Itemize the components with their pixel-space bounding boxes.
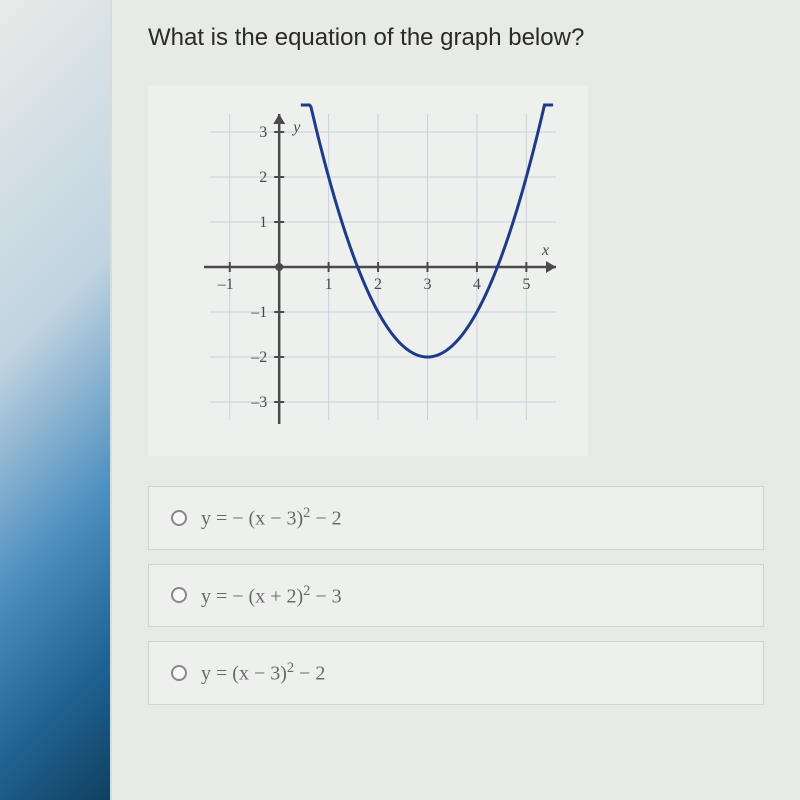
svg-text:–3: –3 (250, 394, 267, 411)
svg-text:1: 1 (259, 214, 267, 231)
option-a-label: y = − (x − 3)2 − 2 (201, 505, 342, 531)
question-text: What is the equation of the graph below? (148, 24, 764, 52)
svg-text:y: y (291, 119, 301, 136)
svg-text:–1: –1 (250, 304, 267, 321)
decorative-sidebar (0, 0, 110, 800)
svg-text:–2: –2 (250, 349, 267, 366)
option-b[interactable]: y = − (x + 2)2 − 3 (148, 564, 764, 628)
svg-text:3: 3 (423, 276, 431, 293)
svg-text:x: x (541, 242, 549, 259)
svg-text:1: 1 (325, 276, 333, 293)
option-a[interactable]: y = − (x − 3)2 − 2 (148, 486, 764, 550)
svg-text:–1: –1 (217, 276, 234, 293)
svg-text:2: 2 (259, 169, 267, 186)
option-b-label: y = − (x + 2)2 − 3 (201, 583, 342, 609)
radio-icon (171, 587, 187, 603)
svg-text:4: 4 (473, 276, 481, 293)
radio-icon (171, 510, 187, 526)
svg-text:5: 5 (522, 276, 530, 293)
question-panel: What is the equation of the graph below?… (112, 0, 800, 800)
svg-text:3: 3 (259, 124, 267, 141)
graph-container: –1 1 2 3 4 5 –3 –2 –1 1 2 3 x y (148, 86, 588, 456)
option-c[interactable]: y = (x − 3)2 − 2 (148, 641, 764, 705)
option-c-label: y = (x − 3)2 − 2 (201, 660, 325, 686)
parabola-graph: –1 1 2 3 4 5 –3 –2 –1 1 2 3 x y (160, 98, 576, 444)
answer-options: y = − (x − 3)2 − 2 y = − (x + 2)2 − 3 y … (148, 486, 764, 705)
radio-icon (171, 665, 187, 681)
svg-text:2: 2 (374, 276, 382, 293)
